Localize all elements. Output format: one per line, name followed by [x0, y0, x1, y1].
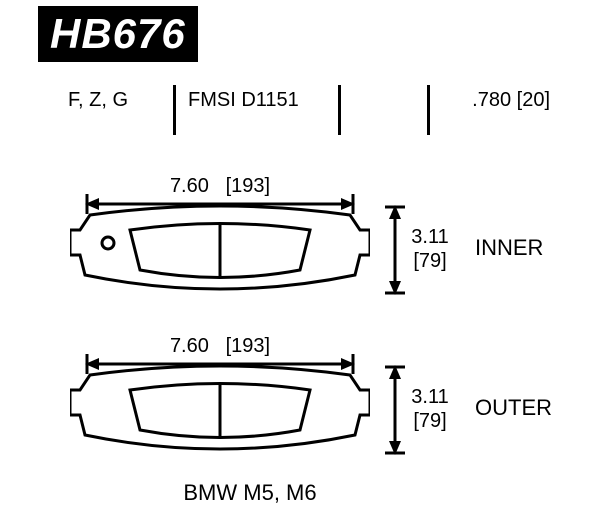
- spec-fmsi: FMSI D1151: [188, 89, 299, 112]
- inner-height-in: 3.11: [395, 225, 465, 249]
- spec-divider: [427, 85, 430, 135]
- spec-compounds: F, Z, G: [68, 89, 128, 112]
- inner-side-label: INNER: [475, 235, 543, 261]
- outer-height-in: 3.11: [395, 385, 465, 409]
- brake-pad-outer: [70, 365, 370, 455]
- outer-height-label: 3.11 [79]: [395, 385, 465, 433]
- inner-height-label: 3.11 [79]: [395, 225, 465, 273]
- spec-fmsi-cell: FMSI D1151: [188, 85, 328, 135]
- brake-pad-inner: [70, 205, 370, 295]
- outer-side-label: OUTER: [475, 395, 552, 421]
- diagram-area: 7.60 [193] 3.11 [79] IN: [0, 150, 600, 518]
- spec-divider: [173, 85, 176, 135]
- vehicle-label: BMW M5, M6: [0, 480, 500, 506]
- spec-thickness-in: .780: [472, 89, 511, 112]
- inner-height-mm: [79]: [395, 249, 465, 273]
- spec-thickness-cell: .780 [20]: [440, 85, 550, 135]
- part-number: HB676: [50, 10, 186, 58]
- part-number-header: HB676: [38, 6, 198, 62]
- spec-compounds-cell: F, Z, G: [68, 85, 158, 135]
- spec-divider: [338, 85, 341, 135]
- spec-thickness-mm: [20]: [517, 89, 550, 112]
- spec-row: F, Z, G FMSI D1151 .780 [20]: [38, 85, 560, 135]
- outer-height-mm: [79]: [395, 409, 465, 433]
